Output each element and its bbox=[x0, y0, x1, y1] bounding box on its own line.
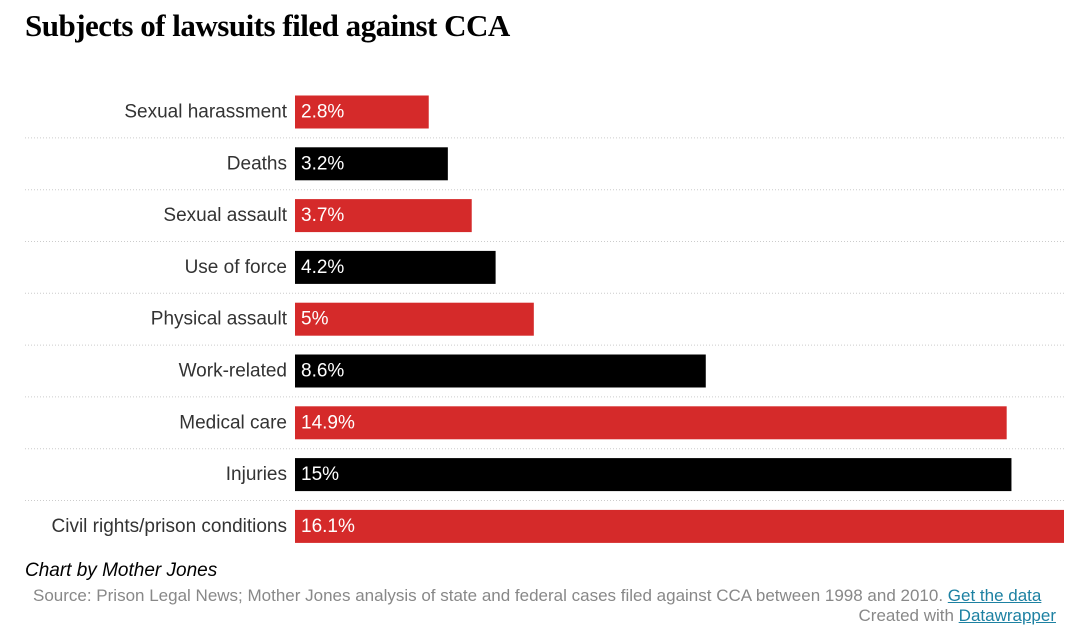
source-text: Source: Prison Legal News; Mother Jones … bbox=[33, 586, 948, 605]
value-label-medical-care: 14.9% bbox=[301, 412, 355, 433]
category-labels: Sexual harassment Deaths Sexual assault Use… bbox=[52, 102, 288, 537]
bar-sexual-harassment bbox=[295, 95, 429, 129]
created-text: Created with bbox=[858, 606, 959, 625]
value-labels: 2.8% 3.2% 3.7% 4.2% 5% 8.6% 14.9% 15% 16.1% bbox=[301, 102, 355, 537]
category-label-civil-rights-prison-conditions: Civil rights/prison conditions bbox=[52, 516, 288, 537]
category-label-deaths: Deaths bbox=[227, 153, 287, 174]
value-label-deaths: 3.2% bbox=[301, 153, 344, 174]
datawrapper-link[interactable]: Datawrapper bbox=[958, 606, 1056, 625]
created-with: Created with Datawrapper bbox=[859, 605, 1057, 626]
row-separators bbox=[25, 137, 1064, 501]
bar-work-related bbox=[295, 354, 706, 388]
category-label-injuries: Injuries bbox=[226, 464, 287, 485]
bar-injuries bbox=[295, 458, 1012, 492]
value-label-civil-rights-prison-conditions: 16.1% bbox=[301, 516, 355, 537]
value-label-use-of-force: 4.2% bbox=[301, 257, 344, 278]
category-label-sexual-assault: Sexual assault bbox=[163, 205, 287, 226]
category-label-physical-assault: Physical assault bbox=[151, 309, 288, 330]
chart-credit: Chart by Mother Jones bbox=[25, 560, 218, 581]
value-label-sexual-harassment: 2.8% bbox=[301, 102, 344, 123]
source-note: Source: Prison Legal News; Mother Jones … bbox=[33, 585, 1058, 606]
bar-medical-care bbox=[295, 406, 1007, 440]
bar-chart: Sexual harassment Deaths Sexual assault Use… bbox=[25, 95, 1064, 543]
bar-sexual-assault bbox=[295, 199, 472, 233]
bar-use-of-force bbox=[295, 250, 496, 284]
category-label-work-related: Work-related bbox=[179, 361, 287, 382]
bar-physical-assault bbox=[295, 302, 534, 336]
bar-civil-rights-prison-conditions bbox=[295, 509, 1064, 543]
category-label-use-of-force: Use of force bbox=[185, 257, 287, 278]
value-label-work-related: 8.6% bbox=[301, 361, 344, 382]
value-label-injuries: 15% bbox=[301, 464, 339, 485]
value-label-physical-assault: 5% bbox=[301, 309, 329, 330]
bar-deaths bbox=[295, 147, 448, 181]
category-label-medical-care: Medical care bbox=[179, 412, 287, 433]
bars bbox=[295, 95, 1064, 543]
chart-title: Subjects of lawsuits filed against CCA bbox=[25, 8, 510, 43]
category-label-sexual-harassment: Sexual harassment bbox=[124, 102, 287, 123]
get-the-data-link[interactable]: Get the data bbox=[947, 586, 1042, 605]
value-label-sexual-assault: 3.7% bbox=[301, 205, 344, 226]
